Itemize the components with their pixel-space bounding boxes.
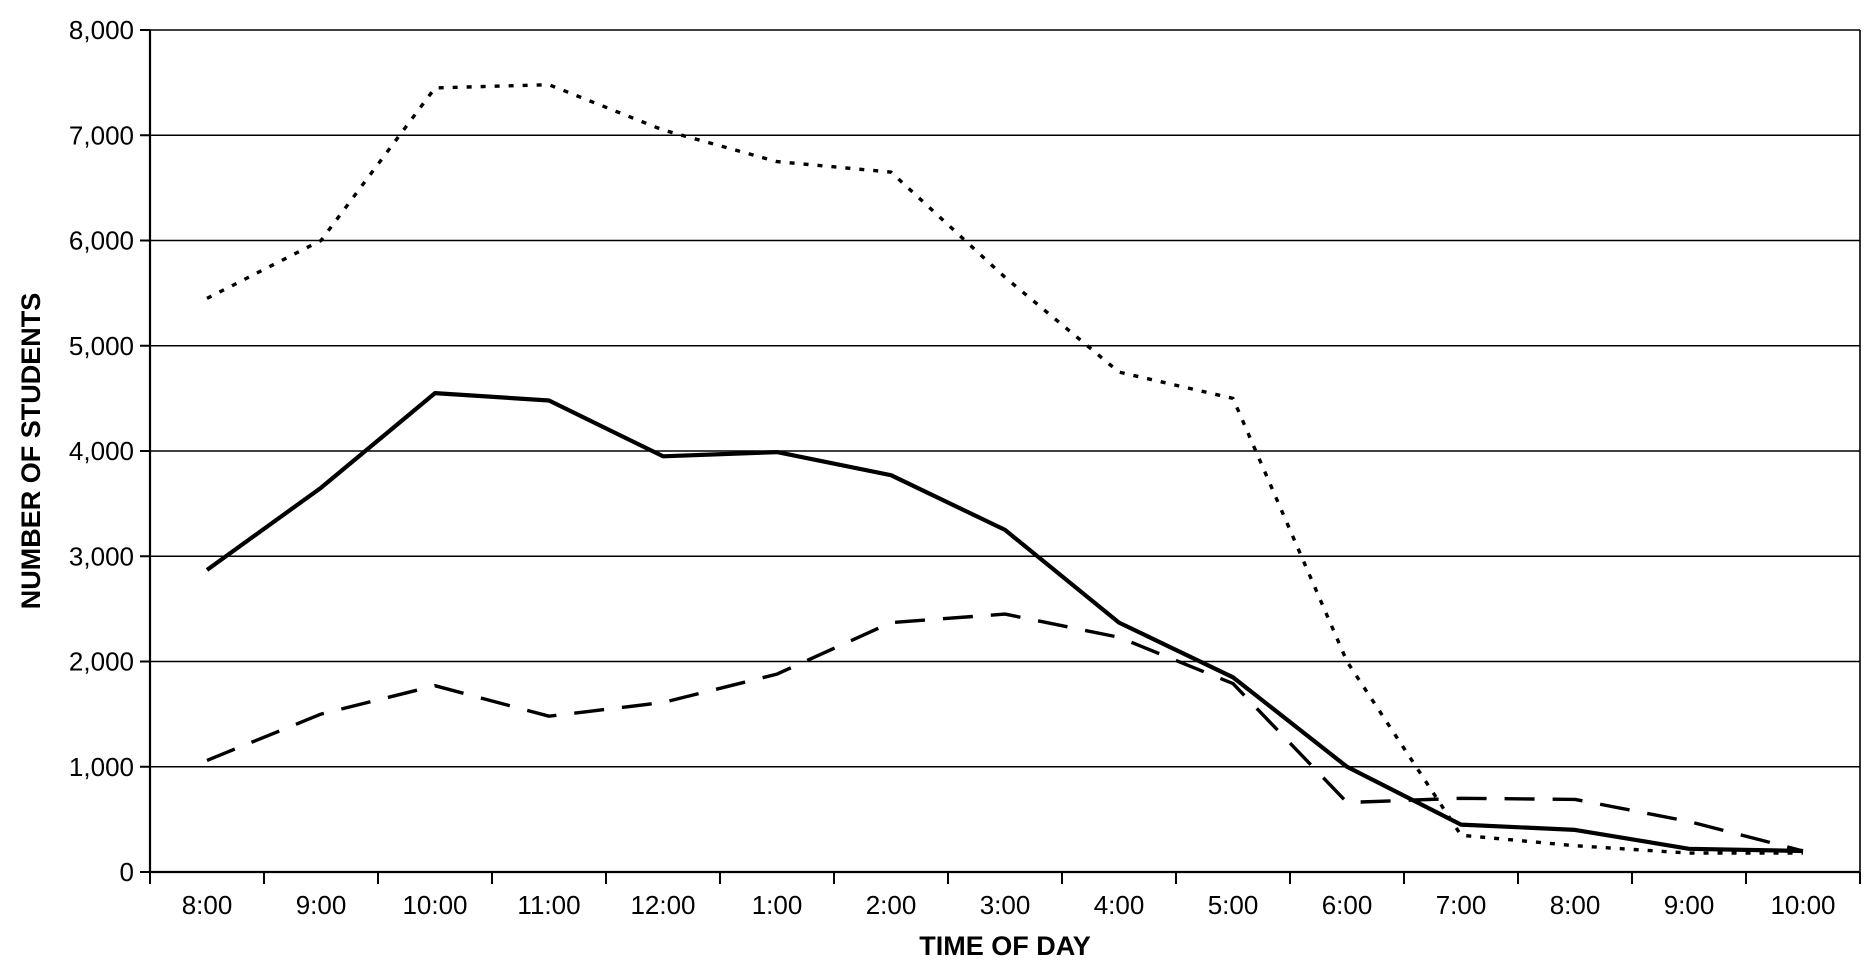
x-tick-label: 3:00 xyxy=(980,890,1031,920)
x-axis-title: TIME OF DAY xyxy=(919,931,1091,961)
y-tick-label: 1,000 xyxy=(69,752,134,782)
y-tick-label: 3,000 xyxy=(69,541,134,571)
y-tick-label: 0 xyxy=(120,857,134,887)
data-series xyxy=(205,82,1804,855)
axes xyxy=(140,29,1861,884)
x-tick-label: 9:00 xyxy=(1664,890,1715,920)
x-tick-label: 10:00 xyxy=(402,890,467,920)
x-tick-label: 2:00 xyxy=(866,890,917,920)
tick-labels: 0 1,000 2,000 3,000 4,000 5,000 6,000 7,000 8,00… xyxy=(69,15,1836,920)
x-tick-label: 4:00 xyxy=(1094,890,1145,920)
x-tick-label: 7:00 xyxy=(1436,890,1487,920)
y-tick-label: 8,000 xyxy=(69,15,134,45)
y-tick-label: 5,000 xyxy=(69,331,134,361)
series-line-dotted xyxy=(206,82,1803,855)
x-tick-label: 12:00 xyxy=(630,890,695,920)
series-line-dashed xyxy=(206,612,1804,853)
x-tick-label: 8:00 xyxy=(1550,890,1601,920)
x-tick-label: 10:00 xyxy=(1770,890,1835,920)
gridlines xyxy=(150,29,1860,768)
x-tick-label: 1:00 xyxy=(752,890,803,920)
x-tick-label: 5:00 xyxy=(1208,890,1259,920)
x-tick-label: 8:00 xyxy=(182,890,233,920)
y-tick-label: 7,000 xyxy=(69,120,134,150)
y-tick-label: 6,000 xyxy=(69,226,134,256)
y-tick-label: 2,000 xyxy=(69,647,134,677)
x-tick-label: 9:00 xyxy=(296,890,347,920)
y-tick-label: 4,000 xyxy=(69,436,134,466)
y-axis-title: NUMBER OF STUDENTS xyxy=(16,293,46,610)
x-tick-label: 11:00 xyxy=(517,890,580,920)
series-line-solid xyxy=(205,391,1804,854)
x-tick-label: 6:00 xyxy=(1322,890,1373,920)
